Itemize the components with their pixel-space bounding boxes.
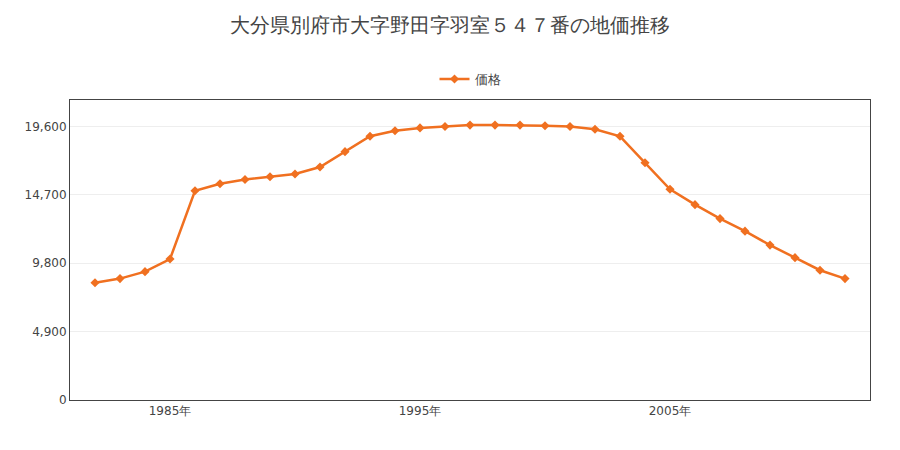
svg-text:19,600: 19,600 [25, 120, 67, 134]
svg-text:0: 0 [59, 393, 67, 407]
svg-text:14,700: 14,700 [25, 188, 67, 202]
svg-text:大分県別府市大字野田字羽室５４７番の地価推移: 大分県別府市大字野田字羽室５４７番の地価推移 [230, 13, 670, 37]
svg-text:価格: 価格 [475, 72, 501, 87]
svg-text:1995年: 1995年 [399, 404, 442, 418]
svg-text:2005年: 2005年 [649, 404, 692, 418]
svg-text:1985年: 1985年 [149, 404, 192, 418]
svg-text:4,900: 4,900 [32, 325, 66, 339]
svg-text:9,800: 9,800 [32, 256, 66, 270]
